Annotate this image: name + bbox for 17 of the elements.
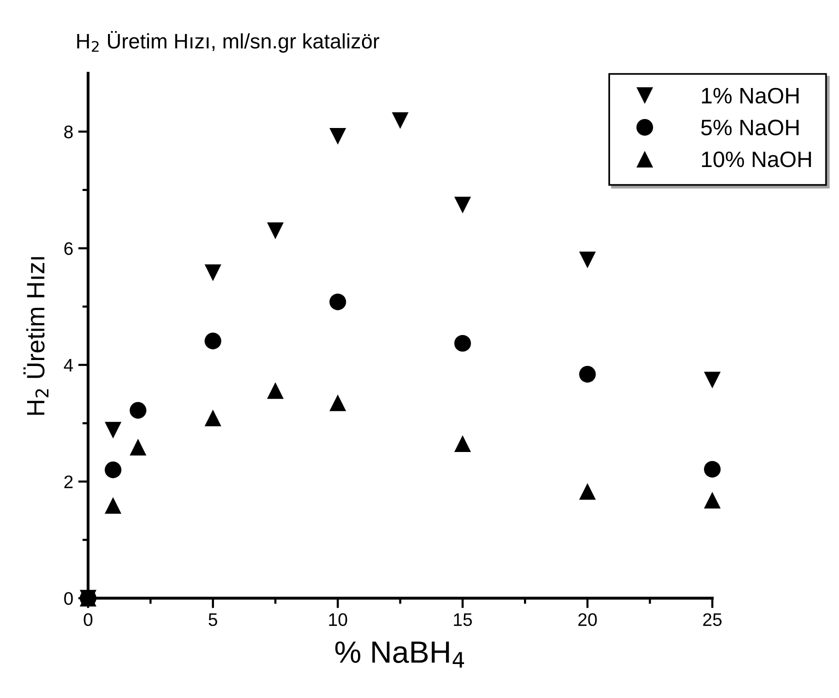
x-tick-label: 20: [578, 613, 597, 626]
legend-label: 10% NaOH: [702, 151, 811, 168]
y-tick-label: 8: [64, 126, 73, 138]
x-tick-label: 10: [329, 613, 348, 626]
y-tick-label: 6: [64, 242, 73, 255]
x-axis-title: % NaBH$_{4}$: [335, 641, 464, 668]
legend-label: 5% NaOH: [701, 120, 799, 136]
y-axis-title: H$_{2}$ Üretim Hızı: [23, 257, 48, 415]
y-tick-label: 4: [64, 359, 73, 372]
x-tick-label: 5: [208, 613, 218, 626]
x-tick-label: 0: [84, 613, 92, 626]
legend-label: 1% NaOH: [702, 88, 799, 104]
x-tick-label: 15: [454, 613, 472, 626]
y-tick-label: 2: [64, 475, 73, 488]
y-tick-label: 0: [64, 592, 73, 605]
x-tick-label: 25: [703, 613, 722, 626]
chart-title: H$_{2}$ Üretim Hızı, ml/sn.gr katalizör: [77, 30, 380, 53]
